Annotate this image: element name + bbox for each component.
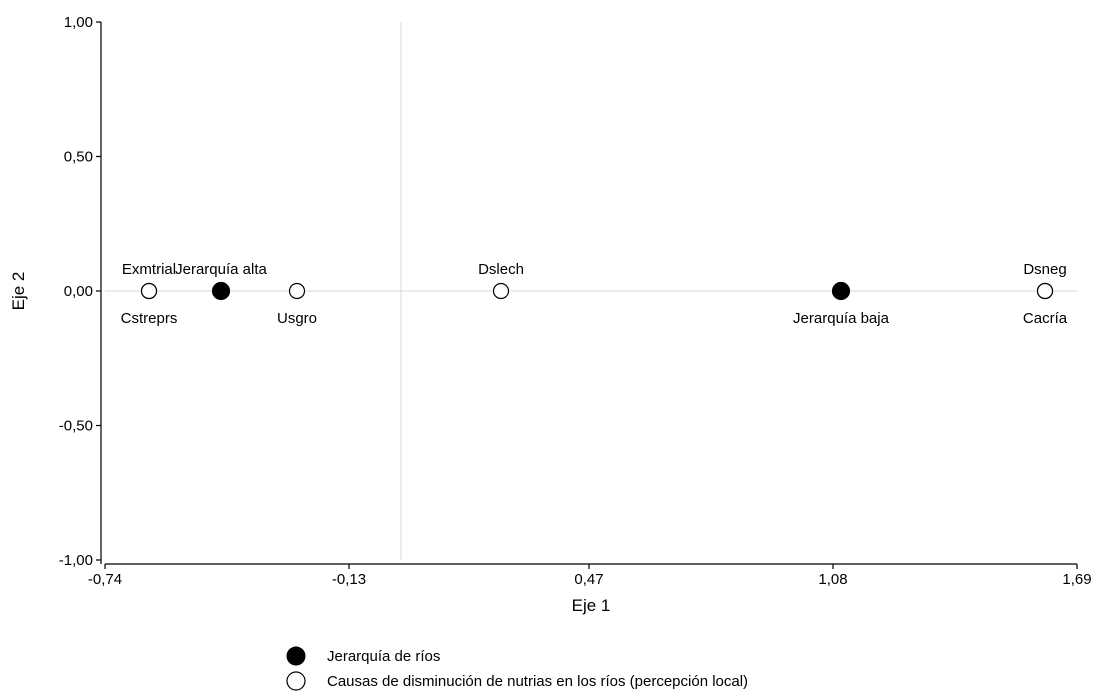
y-tick-label: 0,50: [64, 149, 93, 166]
x-axis-title: Eje 1: [572, 596, 611, 615]
data-points: [140, 281, 1054, 301]
point-label: Jerarquía baja: [793, 310, 890, 327]
point-label: Jerarquía alta: [175, 261, 267, 278]
point-labels: Jerarquía alta Jerarquía baja Exmtrial Cstr…: [121, 261, 1068, 327]
point-open: [1036, 282, 1054, 300]
point-open: [492, 282, 510, 300]
legend-label-causas: Causas de disminución de nutrias en los …: [327, 673, 748, 690]
point-filled: [831, 281, 851, 301]
point-label: Exmtrial: [122, 261, 176, 278]
x-tick-label: 1,69: [1062, 571, 1091, 588]
y-axis-title: Eje 2: [9, 272, 28, 311]
point-filled: [211, 281, 231, 301]
x-tick-label: -0,74: [88, 571, 122, 588]
y-tick-label: 1,00: [64, 14, 93, 31]
legend-marker-filled: [286, 646, 306, 666]
y-tick-label: 0,00: [64, 283, 93, 300]
x-tick-label: -0,13: [332, 571, 366, 588]
reference-lines: [105, 22, 1077, 560]
point-label: Cstreprs: [121, 310, 178, 327]
axes: -1,00 -0,50 0,00 0,50 1,00 -0,74 -0,13 0,47 1,08…: [59, 14, 1092, 588]
point-label: Usgro: [277, 310, 317, 327]
point-open: [288, 282, 306, 300]
point-label: Dslech: [478, 261, 524, 278]
y-tick-label: -1,00: [59, 552, 93, 569]
y-tick-label: -0,50: [59, 418, 93, 435]
point-label: Dsneg: [1023, 261, 1066, 278]
legend-marker-open: [286, 671, 306, 691]
legend: Jerarquía de ríos Causas de disminución …: [286, 646, 748, 691]
point-label: Cacría: [1023, 310, 1068, 327]
x-tick-label: 0,47: [574, 571, 603, 588]
point-open: [140, 282, 158, 300]
x-tick-label: 1,08: [818, 571, 847, 588]
legend-label-jerarquia: Jerarquía de ríos: [327, 648, 440, 665]
